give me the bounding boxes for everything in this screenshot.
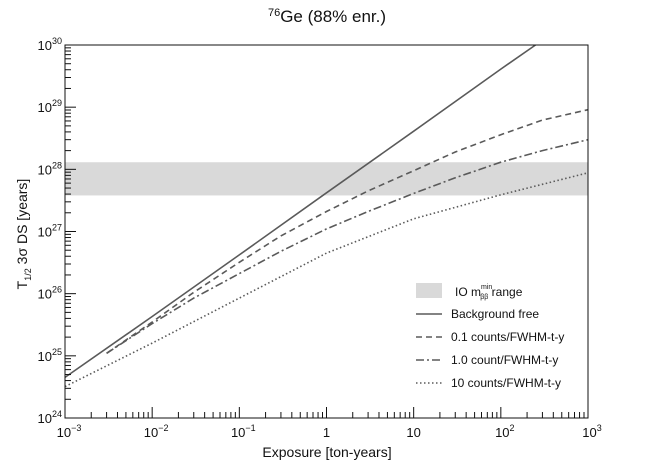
y-tick-label-6-base: 10 — [38, 38, 52, 53]
y-tick-label-1-base: 10 — [38, 349, 52, 364]
plot-area: 10−3 10−2 10−1 1 10 102 1031024102510261027102… — [38, 36, 602, 440]
x-tick-label-2-exp: −1 — [245, 423, 255, 433]
y-tick-label-2-exp: 26 — [52, 285, 62, 295]
y-tick-label-1: 1025 — [38, 347, 62, 364]
x-tick-label-6-base: 10 — [582, 425, 596, 440]
y-tick-label-4-base: 10 — [38, 162, 52, 177]
title-superscript: 76 — [268, 7, 280, 19]
x-tick-label-0: 10−3 — [57, 423, 82, 440]
y-tick-label-3-base: 10 — [38, 225, 52, 240]
x-tick-label-6-exp: 3 — [597, 423, 602, 433]
x-tick-label-6: 103 — [582, 423, 601, 440]
x-tick-label-3: 1 — [323, 425, 330, 440]
x-tick-label-2: 10−1 — [231, 423, 256, 440]
series-line-3 — [64, 172, 589, 388]
y-axis-label-sub: 1/2 — [23, 268, 33, 281]
y-tick-label-4: 1028 — [38, 160, 62, 177]
legend-band-sub: ββ — [480, 294, 488, 301]
x-tick-label-5: 102 — [495, 423, 514, 440]
series-line-1 — [106, 108, 589, 354]
series-line-2 — [106, 138, 589, 354]
y-tick-label-0-exp: 24 — [52, 409, 62, 419]
chart-title: 76Ge (88% enr.) — [268, 7, 386, 26]
legend-label-0.1-counts: 0.1 counts/FWHM-t-y — [451, 330, 564, 344]
y-tick-label-6-exp: 30 — [52, 36, 62, 46]
y-tick-label-1-exp: 25 — [52, 347, 62, 357]
x-tick-label-1: 10−2 — [144, 423, 169, 440]
legend: IO mmin ββ range Background free 0.1 coun… — [416, 283, 564, 390]
y-tick-label-5-exp: 29 — [52, 98, 62, 108]
legend-band-sup: min — [481, 284, 492, 291]
y-tick-label-5: 1029 — [38, 98, 62, 115]
x-tick-label-0-base: 10 — [57, 425, 71, 440]
legend-band-pre: IO m — [455, 285, 481, 299]
legend-swatch-band — [416, 283, 442, 298]
y-tick-label-6: 1030 — [38, 36, 62, 53]
y-tick-label-5-base: 10 — [38, 100, 52, 115]
legend-band-post: range — [488, 285, 522, 299]
y-tick-label-2: 1026 — [38, 285, 62, 302]
y-tick-label-0-base: 10 — [38, 411, 52, 426]
x-tick-label-2-base: 10 — [231, 425, 245, 440]
x-tick-label-5-base: 10 — [495, 425, 509, 440]
y-tick-label-3-exp: 27 — [52, 223, 62, 233]
x-axis-label: Exposure [ton-years] — [262, 444, 391, 460]
x-tick-label-1-base: 10 — [144, 425, 158, 440]
y-tick-label-3: 1027 — [38, 223, 62, 240]
series-line-0 — [64, 44, 536, 379]
legend-label-1.0-count: 1.0 count/FWHM-t-y — [451, 353, 558, 367]
y-axis-label-pre: T — [14, 280, 30, 289]
x-tick-label-5-exp: 2 — [510, 423, 515, 433]
y-axis-label: T1/2 3σ DS [years] — [14, 179, 33, 290]
title-main: Ge (88% enr.) — [280, 7, 386, 26]
legend-label-10-counts: 10 counts/FWHM-t-y — [451, 376, 561, 390]
y-tick-label-4-exp: 28 — [52, 160, 62, 170]
legend-label-band: IO mmin ββ range — [455, 284, 523, 301]
y-axis-label-post: 3σ DS [years] — [14, 179, 30, 269]
x-tick-label-4-base: 10 — [406, 425, 420, 440]
legend-label-background-free: Background free — [451, 307, 539, 321]
y-tick-label-2-base: 10 — [38, 287, 52, 302]
x-tick-label-1-exp: −2 — [158, 423, 168, 433]
x-tick-label-4: 10 — [406, 425, 420, 440]
x-tick-label-3-base: 1 — [323, 425, 330, 440]
y-tick-label-0: 1024 — [38, 409, 62, 426]
x-tick-label-0-exp: −3 — [71, 423, 81, 433]
io-range-band — [65, 162, 588, 196]
